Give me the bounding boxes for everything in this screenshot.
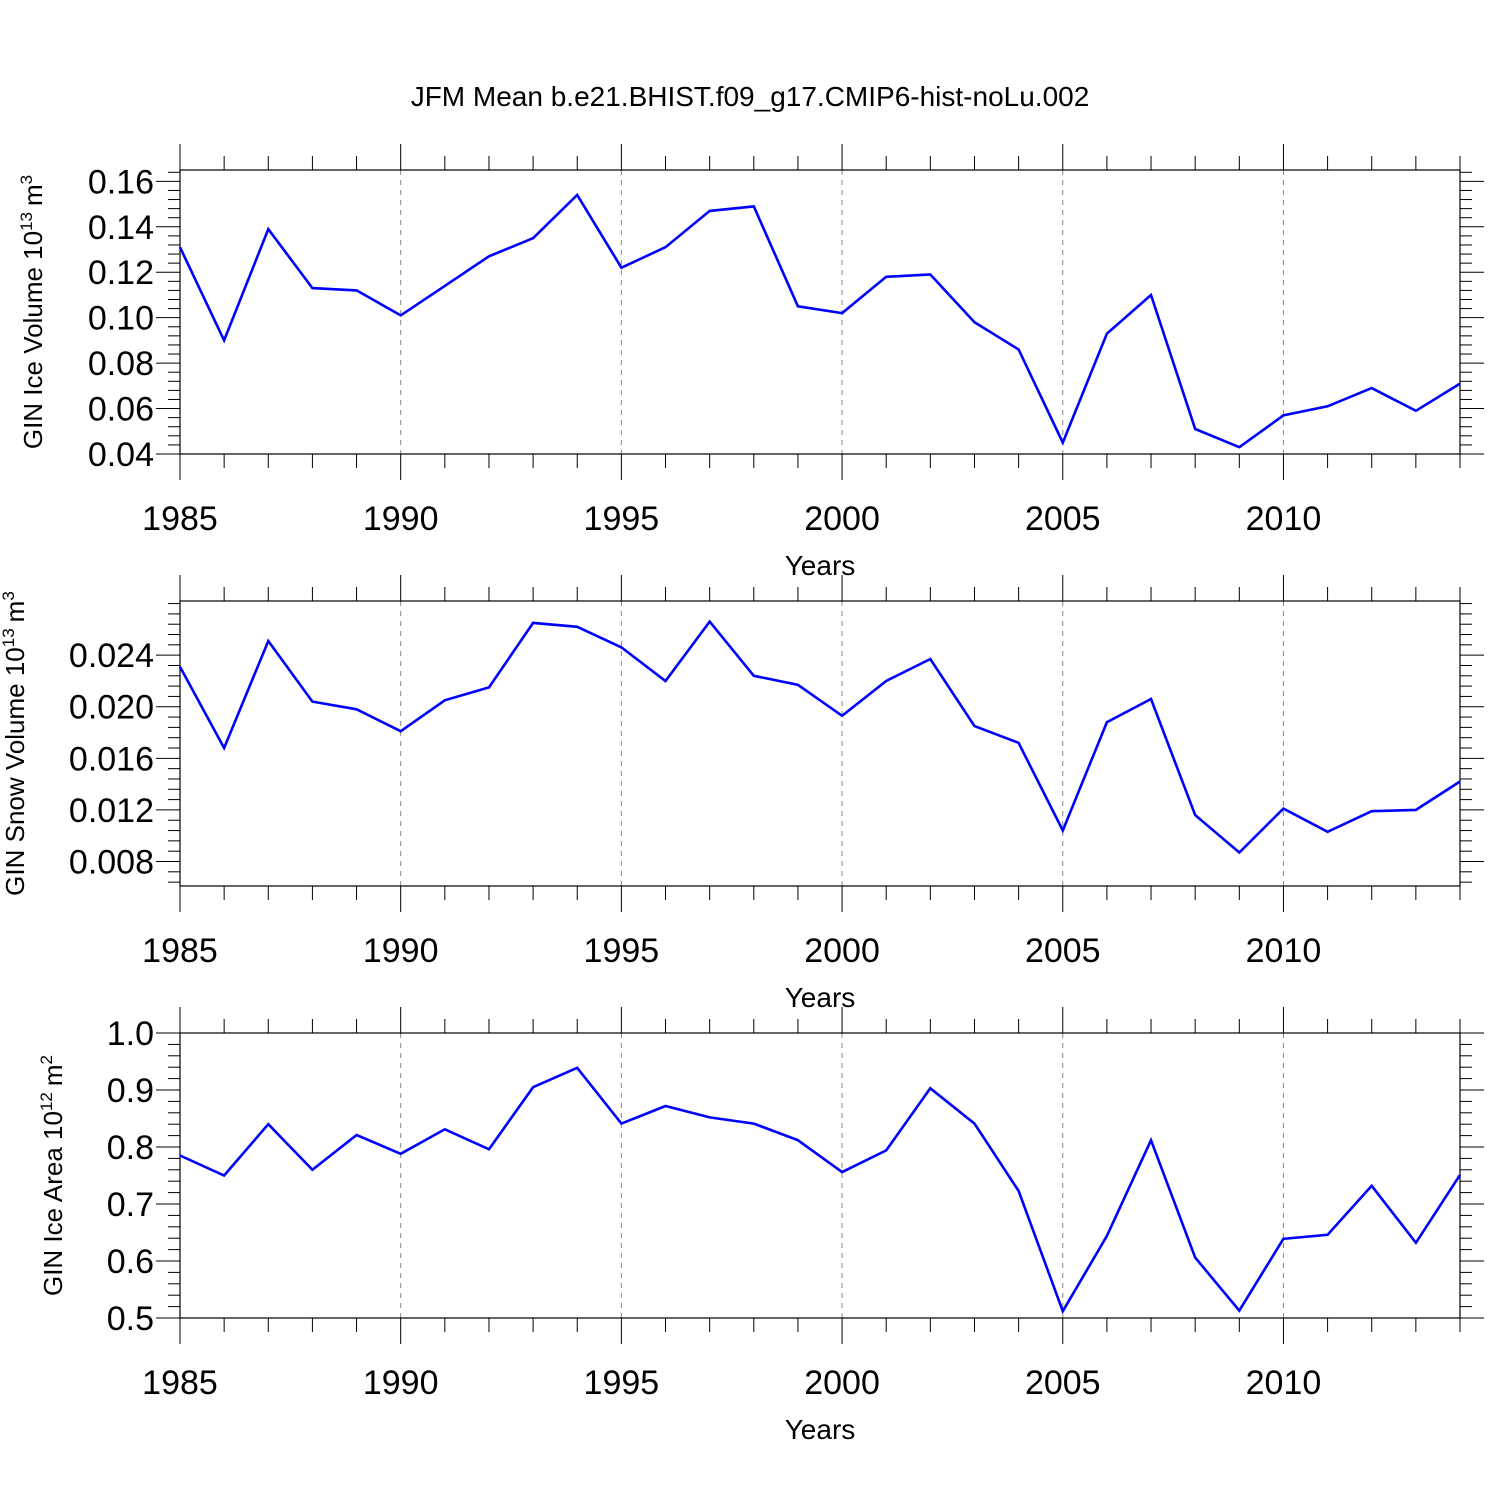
x-tick-label: 1985 bbox=[142, 500, 218, 538]
panel-3: 1985 1990 1995 2000 2005 2010 Years 0.5 0.6 0.7 0.… bbox=[37, 1007, 1484, 1445]
y-axis-label-unit: m bbox=[18, 184, 48, 206]
x-tick-label: 2010 bbox=[1246, 1364, 1322, 1402]
y-axis-label-main: GIN Ice Area 10 bbox=[38, 1111, 68, 1296]
y-tick-label: 0.012 bbox=[69, 792, 154, 830]
y-axis-label-unit: m bbox=[38, 1064, 68, 1086]
x-tick-label: 1990 bbox=[363, 500, 439, 538]
x-tick-label: 2010 bbox=[1246, 932, 1322, 970]
x-axis-label: Years bbox=[785, 1414, 856, 1445]
y-tick-label: 0.06 bbox=[88, 391, 154, 429]
y-axis-label-unit-exponent: 2 bbox=[37, 1055, 56, 1064]
plot-frame bbox=[180, 1033, 1460, 1318]
x-tick-label: 2005 bbox=[1025, 932, 1101, 970]
y-tick-label: 0.04 bbox=[88, 436, 154, 474]
x-tick-label: 1985 bbox=[142, 1364, 218, 1402]
y-tick-label: 0.024 bbox=[69, 637, 154, 675]
x-tick-label: 1995 bbox=[584, 1364, 660, 1402]
y-axis-label: GIN Snow Volume 1013 m3 bbox=[0, 591, 30, 896]
y-axis-label: GIN Ice Area 1012 m2 bbox=[37, 1055, 68, 1296]
y-axis-label-exponent: 12 bbox=[37, 1092, 56, 1111]
x-axis-label: Years bbox=[785, 982, 856, 1013]
y-tick-label: 0.008 bbox=[69, 843, 154, 881]
series-line bbox=[180, 622, 1460, 853]
y-tick-label: 0.8 bbox=[107, 1129, 154, 1167]
y-tick-label: 0.7 bbox=[107, 1186, 154, 1224]
y-axis-label: GIN Ice Volume 1013 m3 bbox=[17, 175, 48, 449]
y-tick-label: 0.16 bbox=[88, 163, 154, 201]
y-tick-label: 0.016 bbox=[69, 740, 154, 778]
x-tick-label: 1990 bbox=[363, 932, 439, 970]
y-tick-label: 0.6 bbox=[107, 1243, 154, 1281]
y-axis-label-main: GIN Ice Volume 10 bbox=[18, 231, 48, 449]
plot-frame bbox=[180, 170, 1460, 454]
x-tick-label: 2000 bbox=[804, 1364, 880, 1402]
y-axis-label-unit-exponent: 3 bbox=[0, 591, 18, 600]
x-tick-label: 1995 bbox=[584, 500, 660, 538]
x-axis-label: Years bbox=[785, 550, 856, 581]
x-tick-label: 1990 bbox=[363, 1364, 439, 1402]
x-tick-label: 2010 bbox=[1246, 500, 1322, 538]
plot-frame bbox=[180, 601, 1460, 886]
y-tick-label: 0.10 bbox=[88, 300, 154, 338]
series-line bbox=[180, 195, 1460, 447]
y-axis-label-exponent: 13 bbox=[17, 212, 36, 231]
y-tick-label: 0.020 bbox=[69, 689, 154, 727]
x-tick-label: 2005 bbox=[1025, 1364, 1101, 1402]
y-axis-label-unit: m bbox=[0, 601, 30, 623]
y-axis-label-unit-exponent: 3 bbox=[17, 175, 36, 184]
y-axis-label-exponent: 13 bbox=[0, 628, 18, 647]
y-axis-label-main: GIN Snow Volume 10 bbox=[0, 647, 30, 896]
panel-2: 1985 1990 1995 2000 2005 2010 Years 0.008 0.012 0… bbox=[0, 575, 1484, 1013]
x-tick-label: 2000 bbox=[804, 500, 880, 538]
y-tick-label: 0.14 bbox=[88, 209, 154, 247]
panel-1: 1985 1990 1995 2000 2005 2010 Years 0.04 0.06 0.0… bbox=[17, 144, 1484, 581]
y-tick-label: 0.08 bbox=[88, 345, 154, 383]
y-tick-label: 0.5 bbox=[107, 1300, 154, 1338]
y-tick-label: 1.0 bbox=[107, 1015, 154, 1053]
x-tick-label: 1985 bbox=[142, 932, 218, 970]
series-line bbox=[180, 1068, 1460, 1311]
x-tick-label: 2000 bbox=[804, 932, 880, 970]
x-tick-label: 2005 bbox=[1025, 500, 1101, 538]
x-tick-label: 1995 bbox=[584, 932, 660, 970]
y-tick-label: 0.9 bbox=[107, 1072, 154, 1110]
y-tick-label: 0.12 bbox=[88, 254, 154, 292]
chart-title: JFM Mean b.e21.BHIST.f09_g17.CMIP6-hist-… bbox=[411, 81, 1090, 112]
